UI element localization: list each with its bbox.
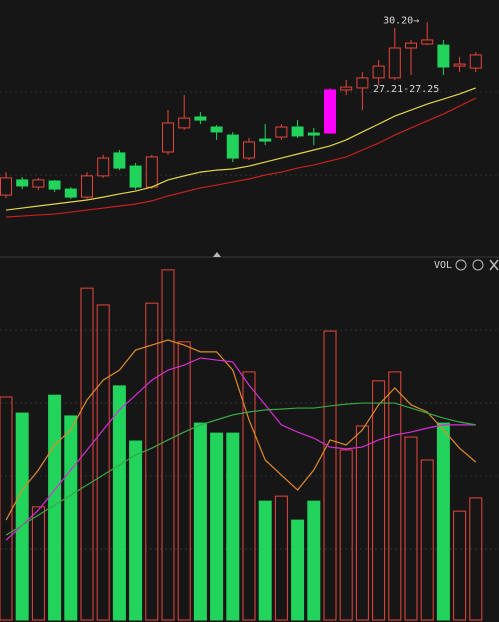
volume-bar [372,380,386,621]
volume-bar [112,385,126,621]
candle-body [64,188,77,198]
ma-line [5,339,477,521]
candle-body [210,126,223,133]
candle-body [0,177,12,196]
ma-line [5,87,477,211]
ma-line [5,402,476,536]
candle-body [259,138,272,142]
volume-bar [31,506,45,621]
candle-body [162,122,174,153]
candle-body [81,175,93,198]
volume-bar [226,432,240,621]
candle-body [291,126,304,137]
price-panel: 30.20→ 27.21-27.25 [0,15,482,218]
volume-bar [258,500,272,621]
close-icon[interactable] [489,259,499,271]
volume-bar [388,371,402,621]
ma-line [5,357,476,541]
volume-bar [15,412,29,621]
candle-body [145,156,158,188]
volume-title: VOL [434,260,452,271]
candle-body [340,86,353,91]
candle-body [307,132,320,136]
candle-body [437,44,450,68]
volume-bar [469,497,483,621]
volume-bar [242,371,256,621]
candle-body [324,89,336,134]
candle-body [469,54,482,69]
help-icon[interactable] [472,259,484,271]
candle-body [226,134,239,159]
volume-bar [129,440,143,621]
volume-bar [420,459,434,621]
volume-bar [48,394,62,621]
settings-icon[interactable] [455,259,467,271]
candle-body [97,157,110,177]
candle-body [388,47,401,79]
candle-body [356,77,369,89]
volume-bar [355,425,369,621]
volume-bar [96,304,110,621]
candle-body [421,39,434,45]
candle-body [453,63,466,67]
candle-body [16,179,29,187]
volume-bar [177,341,191,621]
candle-body [48,180,61,190]
candle-body [405,42,417,49]
ma-line [5,97,477,218]
candle-body [194,116,207,121]
volume-bar [436,422,450,621]
volume-bar [274,495,288,621]
candle-body [372,65,385,79]
volume-bar [323,330,337,621]
candle-body [275,126,288,138]
volume-bar [404,436,418,621]
candle-body [129,165,142,188]
volume-bar [307,500,321,621]
volume-bar [64,415,78,621]
volume-bar [339,449,353,621]
candle-body [243,141,255,159]
candle-body [32,179,45,188]
volume-bar [291,519,305,621]
collapse-arrow[interactable] [213,252,221,257]
volume-bar [193,422,207,621]
annotation: 27.21-27.25 [373,84,439,95]
volume-bar [453,510,467,621]
volume-panel [0,269,483,621]
volume-bar [80,287,94,621]
volume-bar [145,302,159,621]
annotation: 30.20→ [383,15,419,26]
volume-bar [161,269,175,621]
volume-bar [210,432,224,621]
candle-body [113,152,126,169]
candle-body [178,117,191,129]
